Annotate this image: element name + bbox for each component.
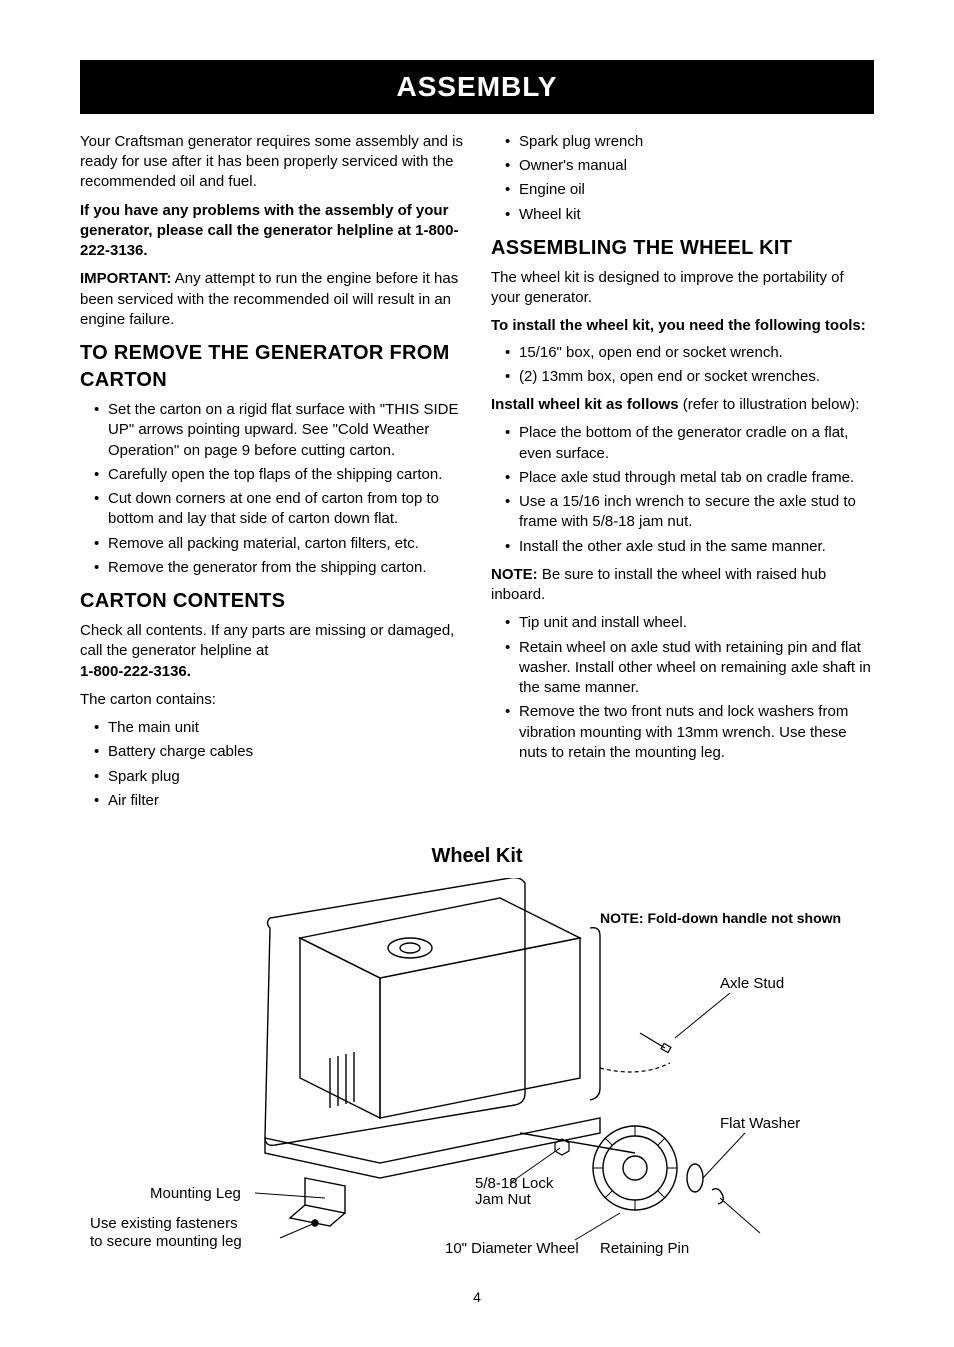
contents-intro-text: Check all contents. If any parts are mis… [80, 622, 454, 659]
right-column: Spark plug wrench Owner's manual Engine … [491, 132, 874, 819]
intro-paragraph: Your Craftsman generator requires some a… [80, 132, 463, 193]
heading-remove: TO REMOVE THE GENERATOR FROM CARTON [80, 340, 463, 394]
list-item: Remove all packing material, carton filt… [94, 534, 463, 554]
note-text: Be sure to install the wheel with raised… [491, 566, 826, 603]
contents-lead: The carton contains: [80, 690, 463, 710]
list-item: (2) 13mm box, open end or socket wrenche… [505, 367, 874, 387]
diagram-note: NOTE: Fold-down handle not shown [600, 910, 841, 926]
left-column: Your Craftsman generator requires some a… [80, 132, 463, 819]
note-label: NOTE: [491, 566, 538, 583]
contents-phone: 1-800-222-3136. [80, 663, 191, 680]
list-item: Spark plug wrench [505, 132, 874, 152]
contents-list: The main unit Battery charge cables Spar… [80, 718, 463, 811]
diagram-svg: NOTE: Fold-down handle not shown Axle St… [80, 878, 880, 1268]
important-paragraph: IMPORTANT: Any attempt to run the engine… [80, 269, 463, 330]
install-list-2: Tip unit and install wheel. Retain wheel… [491, 613, 874, 763]
list-item: Place the bottom of the generator cradle… [505, 423, 874, 464]
list-item: Owner's manual [505, 156, 874, 176]
wheel-kit-diagram: NOTE: Fold-down handle not shown Axle St… [80, 878, 874, 1268]
diagram-section: Wheel Kit [80, 843, 874, 1268]
tools-list: 15/16" box, open end or socket wrench. (… [491, 343, 874, 388]
heading-contents: CARTON CONTENTS [80, 588, 463, 615]
note-paragraph: NOTE: Be sure to install the wheel with … [491, 565, 874, 606]
list-item: Set the carton on a rigid flat surface w… [94, 400, 463, 461]
contents-intro: Check all contents. If any parts are mis… [80, 621, 463, 682]
list-item: Place axle stud through metal tab on cra… [505, 468, 874, 488]
heading-wheel: ASSEMBLING THE WHEEL KIT [491, 235, 874, 262]
list-item: Carefully open the top flaps of the ship… [94, 465, 463, 485]
install-heading: Install wheel kit as follows (refer to i… [491, 395, 874, 415]
list-item: The main unit [94, 718, 463, 738]
list-item: Cut down corners at one end of carton fr… [94, 489, 463, 530]
label-jam-2: Jam Nut [475, 1191, 532, 1208]
two-column-layout: Your Craftsman generator requires some a… [80, 132, 874, 819]
tools-heading: To install the wheel kit, you need the f… [491, 316, 874, 336]
label-fast2: to secure mounting leg [90, 1233, 242, 1250]
more-items-list: Spark plug wrench Owner's manual Engine … [491, 132, 874, 225]
list-item: Air filter [94, 791, 463, 811]
list-item: Remove the two front nuts and lock washe… [505, 702, 874, 763]
list-item: Battery charge cables [94, 742, 463, 762]
install-list-1: Place the bottom of the generator cradle… [491, 423, 874, 557]
label-fast1: Use existing fasteners [90, 1215, 238, 1232]
label-retain: Retaining Pin [600, 1240, 689, 1257]
wheel-intro: The wheel kit is designed to improve the… [491, 268, 874, 309]
install-heading-bold: Install wheel kit as follows [491, 396, 679, 413]
remove-list: Set the carton on a rigid flat surface w… [80, 400, 463, 578]
list-item: Tip unit and install wheel. [505, 613, 874, 633]
label-flat: Flat Washer [720, 1115, 800, 1132]
label-wheel: 10" Diameter Wheel [445, 1240, 579, 1257]
list-item: Remove the generator from the shipping c… [94, 558, 463, 578]
important-label: IMPORTANT: [80, 270, 171, 287]
label-jam-1: 5/8-18 Lock [475, 1175, 554, 1192]
diagram-title: Wheel Kit [80, 843, 874, 870]
page-number: 4 [80, 1288, 874, 1307]
list-item: Use a 15/16 inch wrench to secure the ax… [505, 492, 874, 533]
list-item: Install the other axle stud in the same … [505, 537, 874, 557]
install-heading-rest: (refer to illustration below): [679, 396, 860, 413]
list-item: Spark plug [94, 767, 463, 787]
list-item: Engine oil [505, 180, 874, 200]
list-item: Retain wheel on axle stud with retaining… [505, 638, 874, 699]
list-item: 15/16" box, open end or socket wrench. [505, 343, 874, 363]
label-axle: Axle Stud [720, 975, 784, 992]
label-mleg: Mounting Leg [150, 1185, 241, 1202]
page-banner: ASSEMBLY [80, 60, 874, 114]
problems-paragraph: If you have any problems with the assemb… [80, 201, 463, 262]
list-item: Wheel kit [505, 205, 874, 225]
